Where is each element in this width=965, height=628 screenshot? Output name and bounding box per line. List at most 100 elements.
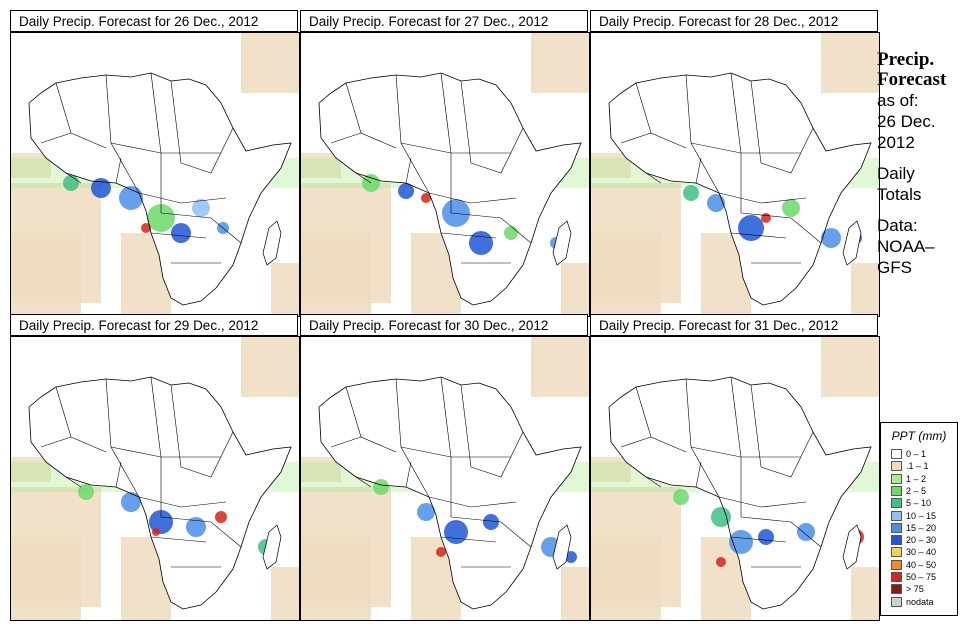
precip-map: [10, 336, 300, 621]
panel-title: Daily Precip. Forecast for 30 Dec., 2012: [300, 314, 588, 336]
africa-land: [29, 73, 291, 305]
dry-area: [301, 153, 341, 178]
precip-cell: [373, 479, 389, 495]
country-border: [760, 127, 814, 174]
dry-area: [11, 233, 81, 316]
precip-cell: [186, 517, 206, 537]
country-border: [40, 132, 72, 144]
legend-swatch: [891, 596, 902, 607]
country-border: [160, 516, 242, 548]
precip-cell: [797, 523, 815, 541]
legend-swatch: [891, 461, 902, 472]
dry-area: [271, 567, 299, 620]
sidebar-info: Precip. Forecast as of: 26 Dec. 2012 Dai…: [877, 50, 962, 278]
madagascar: [842, 220, 862, 266]
country-border: [730, 536, 787, 543]
legend-swatch: [891, 559, 902, 570]
country-border: [750, 384, 762, 468]
daily-label: Daily: [877, 164, 915, 183]
dry-area: [241, 33, 299, 93]
country-border: [750, 80, 762, 164]
legend-label: 20 – 30: [906, 535, 937, 546]
precip-cell: [716, 557, 726, 567]
legend-swatch: [891, 522, 902, 533]
madagascar: [552, 220, 572, 266]
legend-swatch: [891, 510, 902, 521]
legend-swatch: [891, 473, 902, 484]
precip-cell: [147, 204, 175, 232]
precip-cell: [152, 528, 160, 536]
precip-cell: [683, 185, 699, 201]
precip-cell: [738, 215, 764, 241]
dry-area: [561, 263, 589, 316]
country-border: [115, 461, 122, 488]
dry-area: [531, 337, 589, 397]
legend-label: 40 – 50: [906, 559, 937, 570]
country-border: [440, 72, 452, 154]
dry-area: [591, 457, 631, 482]
panel-title: Daily Precip. Forecast for 27 Dec., 2012: [300, 10, 588, 32]
africa-map: [591, 337, 879, 620]
country-border: [740, 212, 822, 244]
country-border: [460, 80, 472, 164]
precip-cell: [121, 492, 141, 512]
legend-label: 1 – 2: [906, 473, 927, 484]
dry-area: [301, 233, 371, 316]
country-border: [760, 431, 814, 478]
country-border: [170, 384, 182, 468]
legend-label: 0 – 1: [906, 449, 927, 459]
data-label: Data:: [877, 216, 918, 235]
dry-area: [241, 337, 299, 397]
precip-cell: [78, 484, 94, 500]
legend-swatch: [891, 449, 902, 459]
country-border: [645, 476, 662, 488]
precip-cell: [444, 520, 468, 544]
panel-title: Daily Precip. Forecast for 28 Dec., 2012: [590, 10, 878, 32]
precip-map: [300, 336, 590, 621]
dry-area: [591, 153, 631, 178]
as-of-date: 26 Dec.: [877, 112, 936, 131]
dry-area: [531, 33, 589, 93]
precip-cell: [442, 199, 470, 227]
dry-area: [591, 537, 661, 620]
panel-title: Daily Precip. Forecast for 26 Dec., 2012: [10, 10, 298, 32]
precip-cell: [91, 178, 111, 198]
precip-cell: [436, 547, 446, 557]
country-border: [115, 157, 122, 184]
country-border: [718, 496, 807, 508]
precip-cell: [504, 226, 518, 240]
dry-area: [271, 263, 299, 316]
country-border: [355, 476, 372, 488]
country-border: [160, 212, 242, 244]
country-border: [180, 127, 234, 174]
country-border: [405, 461, 412, 488]
dry-area: [561, 567, 589, 620]
country-border: [470, 127, 524, 174]
precip-map: [590, 32, 880, 317]
precip-cell: [782, 199, 800, 217]
legend-label: .1 – 1: [906, 461, 929, 472]
dry-area: [591, 233, 661, 316]
precip-cell: [758, 529, 774, 545]
country-border: [150, 72, 162, 154]
dry-area: [11, 457, 51, 482]
country-border: [405, 157, 412, 184]
legend-swatch: [891, 547, 902, 558]
coastline: [28, 376, 292, 610]
precip-map: [10, 32, 300, 317]
legend-label: > 75: [906, 584, 924, 595]
panel-title: Daily Precip. Forecast for 29 Dec., 2012: [10, 314, 298, 336]
country-border: [138, 192, 227, 204]
country-border: [718, 192, 807, 204]
precip-cell: [821, 228, 841, 248]
africa-land: [319, 73, 581, 305]
precip-cell: [171, 223, 191, 243]
africa-map: [11, 33, 299, 316]
country-border: [730, 72, 742, 154]
forecast-panel-4: Daily Precip. Forecast for 29 Dec., 2012: [10, 314, 300, 621]
precip-cell: [215, 511, 227, 523]
legend-title: PPT (mm): [891, 429, 947, 443]
africa-land: [609, 377, 871, 609]
precip-cell: [149, 510, 173, 534]
